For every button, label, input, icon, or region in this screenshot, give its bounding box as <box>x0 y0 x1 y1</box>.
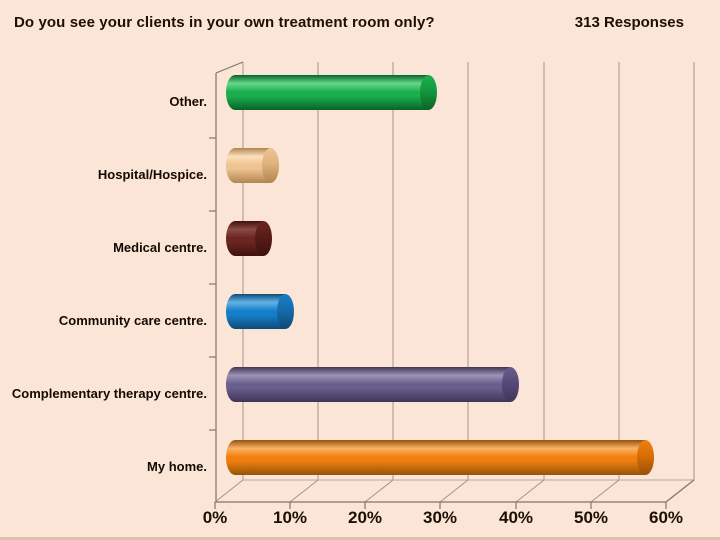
responses-count: 313 Responses <box>574 14 684 31</box>
category-label: My home. <box>147 459 207 474</box>
category-label: Medical centre. <box>113 240 207 255</box>
x-tick-label: 40% <box>498 508 534 527</box>
bar-community-care-centre <box>226 294 294 329</box>
chart-row: My home. <box>0 430 720 503</box>
bar-end-cap <box>254 221 272 256</box>
bar-rows: Other. Hospital/Hospice. Medical centre.… <box>0 65 720 503</box>
x-tick-label: 0% <box>202 508 228 527</box>
chart-row: Complementary therapy centre. <box>0 357 720 430</box>
chart-row: Hospital/Hospice. <box>0 138 720 211</box>
chart-row: Community care centre. <box>0 284 720 357</box>
chart-row: Other. <box>0 65 720 138</box>
chart-title: Do you see your clients in your own trea… <box>14 14 435 31</box>
category-label: Other. <box>169 94 207 109</box>
bar-end-cap <box>277 294 294 329</box>
bar-end-cap <box>637 440 654 475</box>
bar-medical-centre <box>226 221 272 256</box>
chart-row: Medical centre. <box>0 211 720 284</box>
bar-end-cap <box>419 75 437 110</box>
bar-hospital-hospice <box>226 148 279 183</box>
bar-other <box>226 75 437 110</box>
bar-end-cap <box>262 148 279 183</box>
x-tick-label: 10% <box>272 508 308 527</box>
category-label: Community care centre. <box>58 313 207 328</box>
x-tick-label: 50% <box>573 508 609 527</box>
bar-my-home <box>226 440 654 475</box>
x-tick-label: 60% <box>648 508 684 527</box>
x-tick-label: 30% <box>422 508 458 527</box>
bar-complementary-therapy-centre <box>226 367 519 402</box>
bar-end-cap <box>502 367 519 402</box>
category-label: Hospital/Hospice. <box>97 167 207 182</box>
x-axis-tick-labels: 0% 10% 20% 30% 40% 50% 60% <box>0 508 720 534</box>
category-label: Complementary therapy centre. <box>11 386 207 401</box>
x-tick-label: 20% <box>347 508 383 527</box>
